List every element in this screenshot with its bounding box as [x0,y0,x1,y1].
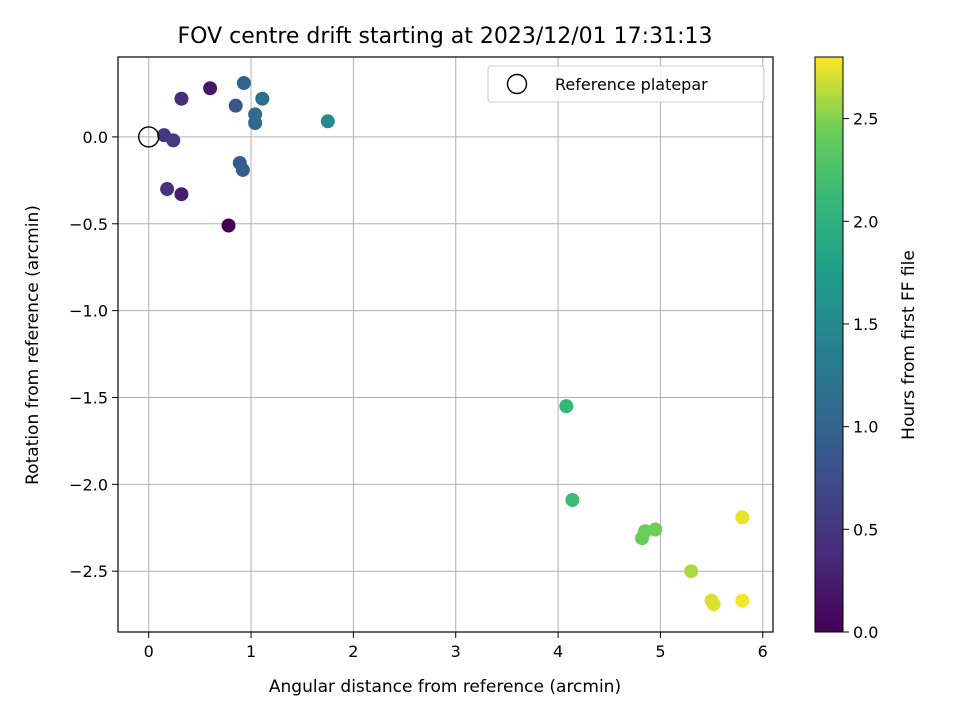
x-tick-label: 0 [144,642,154,661]
colorbar-gradient [815,57,843,632]
data-point [648,522,663,537]
data-point [320,114,335,129]
x-tick-label: 6 [758,642,768,661]
plot-frame [117,56,774,633]
data-point [559,399,574,414]
data-point [735,510,750,525]
colorbar-tick-label: 2.5 [853,110,878,129]
data-point [166,133,181,148]
data-point [203,81,218,96]
legend: Reference platepar [487,65,765,103]
x-tick-label: 4 [553,642,563,661]
plot-area [118,57,773,632]
data-point [684,564,699,579]
y-axis-label: Rotation from reference (arcmin) [23,205,43,485]
y-axis-ticks: 0.0 −0.5 −1.0 −1.5 −2.0 −2.5 [69,128,118,581]
chart-title: FOV centre drift starting at 2023/12/01 … [178,24,713,49]
data-point [174,91,189,106]
y-tick-label: −1.5 [69,388,108,407]
colorbar-tick-label: 0.5 [853,520,878,539]
x-tick-label: 3 [451,642,461,661]
data-point [235,162,250,177]
colorbar-frame [814,56,844,633]
data-point [735,593,750,608]
x-tick-label: 5 [655,642,665,661]
colorbar-tick-label: 1.5 [853,315,878,334]
x-axis-label: Angular distance from reference (arcmin) [269,677,621,697]
legend-label: Reference platepar [555,75,708,94]
reference-marker [138,126,160,148]
y-tick-label: 0.0 [83,128,108,147]
legend-marker [506,73,528,95]
x-tick-label: 1 [246,642,256,661]
data-point [248,107,263,122]
colorbar-tick-label: 2.0 [853,212,878,231]
reference-marker-group [138,126,160,148]
x-tick-label: 2 [348,642,358,661]
colorbar-label: Hours from first FF file [899,250,919,440]
colorbar: 0.0 0.5 1.0 1.5 2.0 2.5 Hours from first FF f… [814,56,919,642]
data-point [236,76,251,91]
data-point [706,597,721,612]
data-point [228,98,243,113]
data-point [160,182,175,197]
data-point [174,187,189,202]
y-tick-label: −1.0 [69,302,108,321]
y-tick-label: −2.5 [69,562,108,581]
colorbar-ticks: 0.0 0.5 1.0 1.5 2.0 2.5 [843,110,878,642]
data-point [255,91,270,106]
grid-lines [118,57,773,632]
y-tick-label: −0.5 [69,215,108,234]
colorbar-tick-label: 1.0 [853,418,878,437]
y-tick-label: −2.0 [69,475,108,494]
data-points [157,76,750,612]
data-point [565,492,580,507]
colorbar-tick-label: 0.0 [853,623,878,642]
legend-box [487,65,765,103]
x-axis-ticks: 0 1 2 3 4 5 6 [144,632,768,661]
data-point [221,218,236,233]
